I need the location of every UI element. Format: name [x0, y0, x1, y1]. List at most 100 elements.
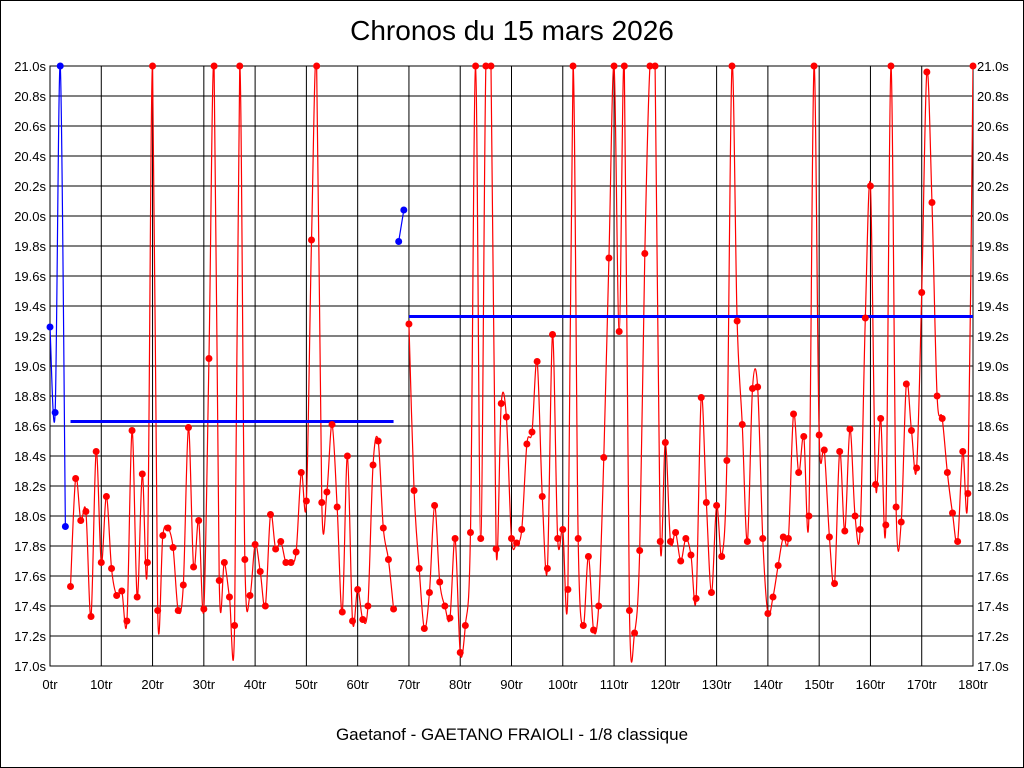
data-point	[369, 461, 377, 469]
data-point	[759, 535, 767, 542]
y-tick-label-right: 17.8s	[977, 539, 1009, 554]
data-point	[943, 469, 951, 476]
series-line-segment-2	[69, 66, 395, 661]
data-point	[333, 503, 341, 511]
data-point	[205, 355, 213, 362]
data-point	[169, 544, 177, 551]
data-point	[692, 595, 700, 602]
data-point	[641, 250, 649, 257]
data-point	[523, 440, 531, 448]
data-point	[251, 541, 259, 548]
data-point	[400, 206, 408, 214]
data-point	[533, 358, 541, 365]
y-tick-label-right: 20.2s	[977, 179, 1009, 194]
data-point	[200, 605, 208, 613]
data-point	[610, 62, 618, 70]
data-point	[328, 421, 336, 428]
data-point	[441, 602, 449, 610]
data-point	[718, 553, 726, 560]
data-point	[343, 452, 351, 460]
y-tick-label-left: 19.6s	[14, 269, 46, 284]
data-point	[415, 565, 423, 572]
y-tick-label-left: 18.8s	[14, 389, 46, 404]
data-point	[723, 457, 731, 464]
data-point	[246, 592, 254, 599]
data-point	[707, 589, 715, 596]
data-point	[872, 481, 880, 488]
data-point	[82, 508, 90, 515]
chart-subtitle: Gaetanof - GAETANO FRAIOLI - 1/8 classiq…	[335, 725, 689, 744]
data-point	[190, 563, 198, 571]
x-tick-label: 180tr	[958, 677, 988, 692]
data-point	[456, 649, 464, 656]
data-point	[318, 499, 326, 506]
data-point	[164, 524, 172, 532]
y-tick-label-left: 17.4s	[14, 599, 46, 614]
y-tick-label-right: 19.2s	[977, 329, 1009, 344]
data-point	[656, 538, 664, 545]
data-point	[461, 622, 469, 629]
data-point	[774, 562, 782, 569]
x-tick-label: 40tr	[244, 677, 267, 692]
data-point	[420, 625, 428, 632]
data-point	[92, 448, 100, 455]
y-tick-label-right: 20.4s	[977, 149, 1009, 164]
data-point	[282, 559, 290, 566]
data-point	[384, 556, 392, 563]
data-point	[728, 62, 736, 70]
data-point	[87, 613, 95, 620]
data-point	[851, 512, 859, 520]
data-point	[364, 602, 372, 610]
x-tick-label: 130tr	[702, 677, 732, 692]
data-point	[605, 254, 613, 262]
y-tick-label-right: 19.6s	[977, 269, 1009, 284]
data-point	[687, 551, 695, 559]
data-point	[359, 616, 367, 623]
x-tick-label: 90tr	[500, 677, 523, 692]
y-tick-label-left: 17.0s	[14, 659, 46, 674]
y-tick-label-right: 17.4s	[977, 599, 1009, 614]
data-point	[661, 439, 669, 446]
data-point	[472, 62, 480, 70]
data-point	[964, 490, 972, 497]
data-point	[666, 538, 674, 545]
data-point	[174, 607, 182, 614]
data-point	[154, 607, 162, 614]
data-point	[297, 469, 305, 476]
data-point	[856, 526, 864, 533]
data-point	[836, 448, 844, 455]
data-point	[143, 559, 151, 566]
x-tick-label: 150tr	[804, 677, 834, 692]
data-point	[636, 547, 644, 554]
y-tick-label-right: 17.0s	[977, 659, 1009, 674]
data-point	[149, 62, 157, 70]
y-tick-label-right: 17.2s	[977, 629, 1009, 644]
plot-border	[49, 65, 974, 667]
data-point	[574, 535, 582, 542]
data-point	[764, 610, 772, 617]
data-point	[969, 62, 977, 70]
data-point	[138, 470, 146, 478]
data-point	[625, 607, 633, 614]
data-point	[61, 523, 69, 530]
data-point	[277, 538, 285, 545]
data-point	[436, 578, 444, 586]
y-tick-label-left: 19.0s	[14, 359, 46, 374]
y-tick-label-left: 20.0s	[14, 209, 46, 224]
data-point	[646, 62, 654, 70]
data-point	[220, 559, 228, 566]
data-point	[46, 323, 54, 331]
x-tick-label: 100tr	[548, 677, 578, 692]
data-point	[410, 487, 418, 494]
data-point	[820, 446, 828, 454]
data-point	[682, 535, 690, 542]
data-point	[502, 413, 510, 421]
x-tick-label: 10tr	[90, 677, 113, 692]
data-point	[354, 586, 362, 593]
data-point	[584, 553, 592, 560]
data-point	[831, 580, 839, 587]
data-point	[215, 577, 223, 584]
y-tick-label-right: 19.8s	[977, 239, 1009, 254]
data-point	[923, 68, 931, 76]
